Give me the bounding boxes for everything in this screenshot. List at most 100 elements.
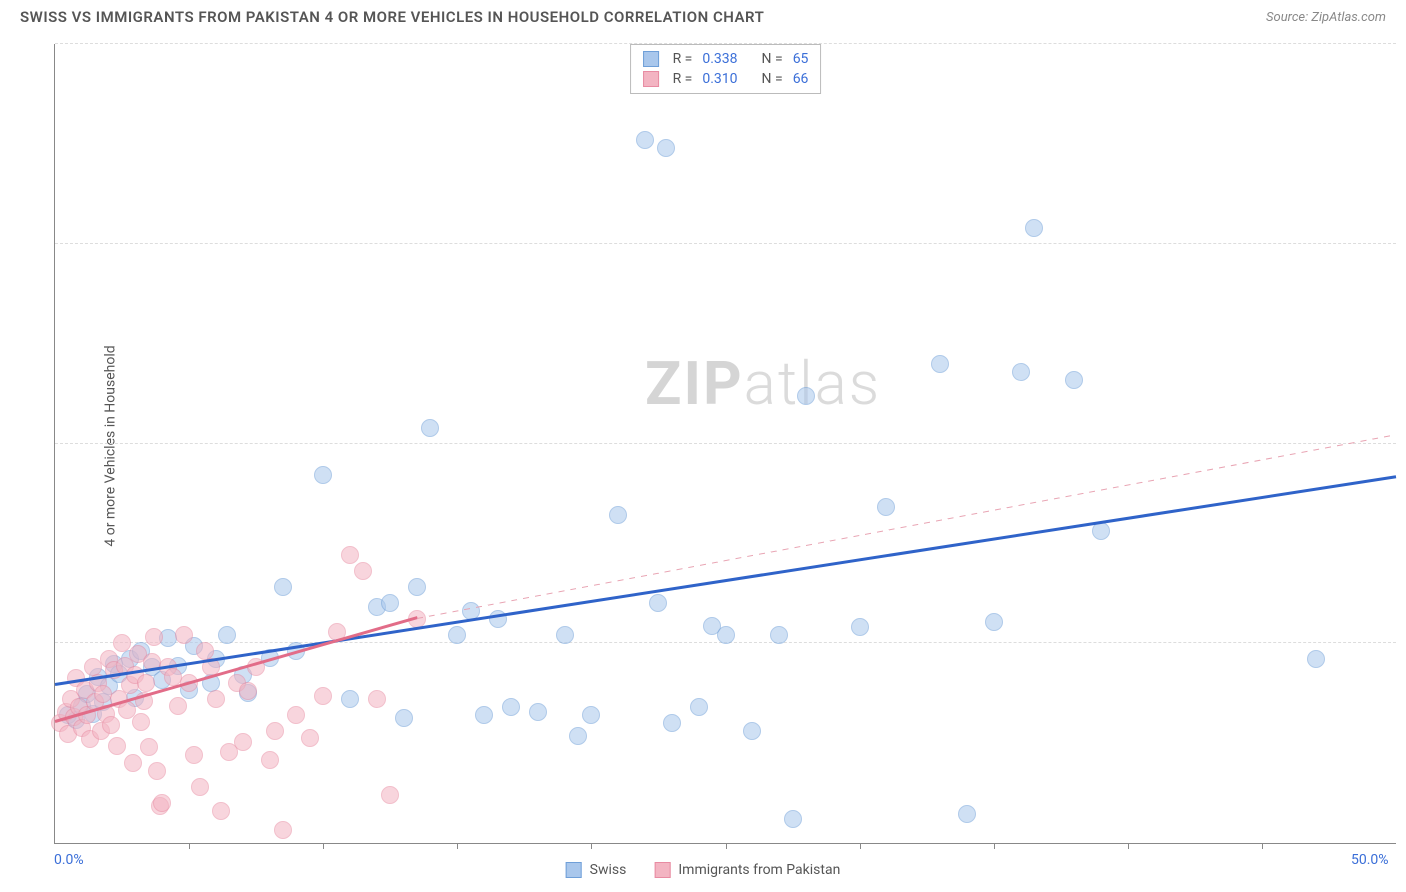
data-point (301, 729, 319, 747)
swatch-icon (654, 862, 670, 878)
data-point (582, 706, 600, 724)
data-point (266, 722, 284, 740)
x-tick (457, 843, 458, 849)
legend-row-swiss: R = 0.338 N = 65 (643, 49, 809, 69)
x-tick (1262, 843, 1263, 849)
data-point (261, 751, 279, 769)
data-point (502, 698, 520, 716)
data-point (207, 690, 225, 708)
data-point (609, 506, 627, 524)
gridline (55, 443, 1396, 444)
data-point (717, 626, 735, 644)
data-point (636, 131, 654, 149)
data-point (354, 562, 372, 580)
n-value-swiss: 65 (793, 51, 809, 67)
data-point (287, 706, 305, 724)
r-value-pakistan: 0.310 (702, 71, 737, 87)
data-point (274, 578, 292, 596)
data-point (341, 546, 359, 564)
data-point (475, 706, 493, 724)
data-point (341, 690, 359, 708)
legend-item-swiss: Swiss (566, 862, 627, 878)
data-point (145, 628, 163, 646)
data-point (1092, 522, 1110, 540)
data-point (1012, 363, 1030, 381)
source-label: Source: ZipAtlas.com (1266, 10, 1386, 25)
data-point (137, 674, 155, 692)
data-point (368, 690, 386, 708)
data-point (770, 626, 788, 644)
chart-title: SWISS VS IMMIGRANTS FROM PAKISTAN 4 OR M… (20, 8, 764, 26)
data-point (1307, 650, 1325, 668)
scatter-chart: ZIPatlas R = 0.338 N = 65 R = 0.310 N = … (54, 44, 1396, 844)
data-point (234, 733, 252, 751)
x-tick-label: 50.0% (1351, 852, 1389, 868)
data-point (529, 703, 547, 721)
data-point (985, 613, 1003, 631)
data-point (421, 419, 439, 437)
data-point (212, 802, 230, 820)
data-point (931, 355, 949, 373)
data-point (314, 466, 332, 484)
data-point (448, 626, 466, 644)
x-tick (994, 843, 995, 849)
header: SWISS VS IMMIGRANTS FROM PAKISTAN 4 OR M… (0, 0, 1406, 30)
data-point (274, 821, 292, 839)
legend-label: Immigrants from Pakistan (678, 862, 840, 878)
data-point (132, 713, 150, 731)
data-point (153, 794, 171, 812)
data-point (124, 754, 142, 772)
data-point (657, 139, 675, 157)
data-point (784, 810, 802, 828)
x-tick (323, 843, 324, 849)
data-point (148, 762, 166, 780)
gridline (55, 243, 1396, 244)
data-point (1025, 219, 1043, 237)
legend-item-pakistan: Immigrants from Pakistan (654, 862, 840, 878)
data-point (958, 805, 976, 823)
data-point (649, 594, 667, 612)
x-tick (591, 843, 592, 849)
data-point (169, 697, 187, 715)
data-point (108, 737, 126, 755)
legend-row-pakistan: R = 0.310 N = 66 (643, 69, 809, 89)
x-tick (1128, 843, 1129, 849)
swatch-swiss (643, 51, 659, 67)
data-point (408, 578, 426, 596)
data-point (218, 626, 236, 644)
data-point (395, 709, 413, 727)
data-point (314, 687, 332, 705)
data-point (102, 716, 120, 734)
data-point (1065, 371, 1083, 389)
data-point (743, 722, 761, 740)
data-point (185, 746, 203, 764)
data-point (569, 727, 587, 745)
trend-line (417, 434, 1396, 619)
data-point (851, 618, 869, 636)
r-value-swiss: 0.338 (702, 51, 737, 67)
series-legend: Swiss Immigrants from Pakistan (566, 862, 841, 878)
data-point (191, 778, 209, 796)
data-point (663, 714, 681, 732)
watermark: ZIPatlas (645, 348, 881, 419)
data-point (113, 634, 131, 652)
x-tick (189, 843, 190, 849)
n-value-pakistan: 66 (793, 71, 809, 87)
legend-label: Swiss (590, 862, 627, 878)
trend-line (55, 476, 1396, 687)
x-tick-label: 0.0% (54, 852, 84, 868)
data-point (140, 738, 158, 756)
data-point (690, 698, 708, 716)
data-point (175, 626, 193, 644)
data-point (556, 626, 574, 644)
data-point (797, 387, 815, 405)
swatch-icon (566, 862, 582, 878)
swatch-pakistan (643, 71, 659, 87)
gridline (55, 43, 1396, 44)
data-point (381, 786, 399, 804)
x-tick (726, 843, 727, 849)
data-point (239, 682, 257, 700)
correlation-legend: R = 0.338 N = 65 R = 0.310 N = 66 (630, 44, 822, 94)
data-point (381, 594, 399, 612)
data-point (877, 498, 895, 516)
